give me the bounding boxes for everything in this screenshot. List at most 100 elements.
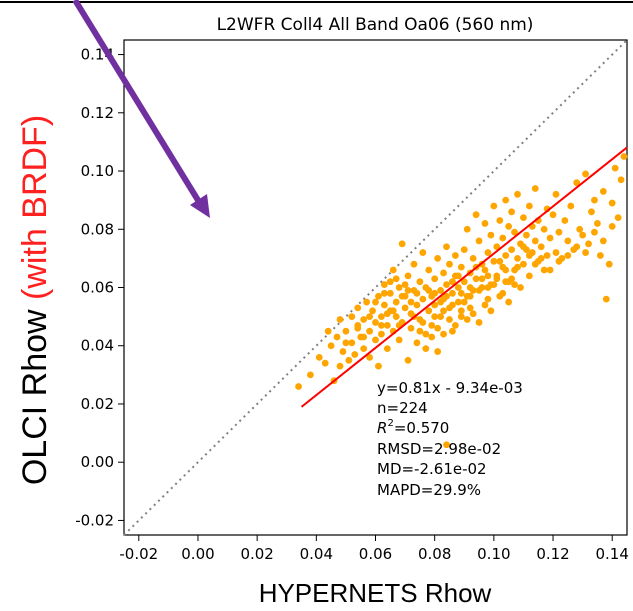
data-point (410, 260, 418, 268)
data-point (404, 287, 412, 294)
data-point (484, 272, 492, 280)
data-point (525, 252, 533, 259)
data-point (493, 243, 501, 251)
y-tick-label: 0.10 (81, 162, 114, 180)
data-point (469, 254, 477, 262)
x-tick-label: 0.04 (300, 545, 333, 563)
data-point (378, 330, 385, 338)
data-point (472, 275, 480, 283)
data-point (608, 199, 616, 207)
data-point (389, 266, 397, 274)
data-point (614, 214, 622, 222)
data-point (372, 336, 379, 344)
data-point (546, 234, 554, 242)
data-point (434, 254, 442, 262)
stat-n: n=224 (377, 399, 428, 417)
data-point (372, 319, 379, 326)
data-point (481, 220, 489, 227)
data-point (466, 292, 474, 300)
data-point (413, 301, 421, 309)
chart-title: L2WFR Coll4 All Band Oa06 (560 nm) (217, 15, 534, 35)
data-point (457, 263, 465, 271)
data-point (451, 252, 459, 259)
data-point (496, 257, 504, 265)
data-point (437, 298, 444, 306)
data-point (446, 316, 453, 323)
data-point (457, 313, 465, 321)
data-point (605, 260, 613, 268)
y-tick-label: 0.04 (81, 337, 114, 355)
data-point (378, 321, 385, 329)
x-tick-label: 0.10 (477, 545, 510, 563)
data-point (443, 441, 450, 449)
data-point (431, 313, 439, 321)
data-point (380, 289, 388, 297)
data-point (617, 176, 625, 184)
y-axis-label-suffix: (with BRDF) (16, 115, 54, 300)
data-point (505, 298, 513, 306)
x-tick-label: 0.08 (418, 545, 451, 563)
data-point (602, 295, 610, 303)
data-point (531, 185, 539, 192)
data-point (499, 234, 507, 242)
data-point (564, 252, 572, 259)
data-point (342, 327, 350, 335)
one-to-one-line (123, 39, 628, 536)
data-point (327, 342, 335, 350)
data-point (525, 272, 533, 280)
data-point (425, 287, 433, 294)
data-point (599, 188, 607, 195)
data-point (582, 170, 589, 178)
stats-box: y=0.81x - 9.34e-03 n=224 R2=0.570 RMSD=2… (377, 379, 523, 499)
data-point (475, 237, 483, 245)
x-axis-label: HYPERNETS Rhow (259, 578, 492, 608)
data-point (469, 310, 477, 318)
data-point (463, 316, 471, 323)
data-point (428, 321, 436, 329)
data-point (401, 281, 409, 288)
data-point (422, 330, 430, 338)
data-point (490, 281, 498, 288)
data-point (386, 289, 394, 297)
data-point (428, 333, 436, 341)
data-point (460, 298, 468, 306)
data-point (431, 289, 439, 297)
data-point (540, 225, 548, 233)
y-tick-label: 0.02 (81, 395, 114, 413)
data-point (591, 228, 598, 236)
data-point (487, 231, 495, 239)
data-point (511, 228, 518, 236)
data-point (383, 310, 391, 318)
data-point (383, 321, 391, 329)
data-point (425, 266, 433, 274)
data-point (620, 153, 628, 160)
data-point (360, 345, 368, 353)
data-point (336, 316, 344, 323)
stat-r2: R2=0.570 (377, 418, 449, 437)
data-point (440, 269, 447, 277)
data-point (478, 275, 486, 283)
data-point (345, 356, 353, 364)
data-point (514, 190, 521, 198)
x-axis-ticks: -0.02 0.00 0.02 0.04 0.06 0.08 0.10 0.12 0.14 (119, 535, 629, 563)
data-point (449, 289, 456, 297)
data-point (369, 307, 376, 315)
data-point (354, 324, 362, 332)
data-point (487, 307, 495, 315)
data-point (493, 275, 501, 283)
data-point (336, 362, 344, 370)
data-point (419, 249, 427, 256)
data-point (380, 281, 388, 288)
data-point (555, 228, 563, 236)
data-point (596, 252, 604, 259)
data-point (321, 359, 329, 367)
data-point (531, 237, 539, 245)
data-point (514, 263, 521, 271)
data-point (552, 190, 560, 198)
data-point (395, 336, 403, 344)
data-point (451, 321, 459, 329)
data-point (573, 243, 581, 251)
data-point (481, 301, 489, 309)
data-point (449, 278, 456, 286)
data-point (366, 327, 373, 335)
